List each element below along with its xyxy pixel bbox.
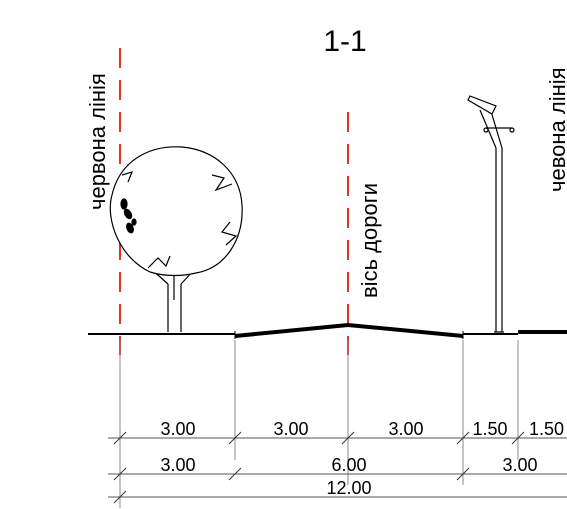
section-title: 1-1 (323, 25, 366, 58)
red-line-left-label: червона лінія (85, 73, 110, 210)
dim-row3-total: 12.00 (326, 478, 371, 498)
dim-row1-seg4: 1.50 (472, 419, 507, 439)
red-line-right-label: чевона лінія (545, 67, 567, 192)
road-axis-label: вісь дороги (357, 183, 382, 298)
dim-row1-seg3: 3.00 (388, 419, 423, 439)
dim-row1-seg2: 3.00 (273, 419, 308, 439)
dimension-ticks (113, 431, 525, 504)
dimension-lines (108, 437, 567, 498)
dim-row2-seg3: 3.00 (502, 455, 537, 475)
dim-row2-seg1: 3.00 (160, 455, 195, 475)
tree-icon (109, 146, 243, 332)
dim-row1-seg5: 1.50 (529, 419, 564, 439)
dim-row1-seg1: 3.00 (160, 419, 195, 439)
ground-profile (88, 322, 567, 339)
street-lamp-icon (467, 95, 515, 333)
dim-row2-seg2: 6.00 (331, 455, 366, 475)
dimension-extension-lines (119, 340, 519, 508)
